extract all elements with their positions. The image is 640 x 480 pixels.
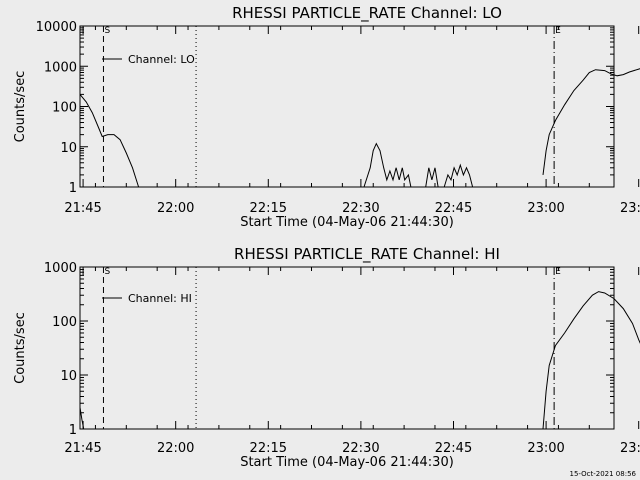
y-tick-label: 1	[69, 181, 77, 196]
x-tick-label: 23:15	[620, 201, 640, 216]
marker-label: E	[555, 267, 561, 277]
x-tick-label: 22:00	[157, 441, 194, 456]
plot-frame	[79, 266, 615, 430]
series-line	[425, 163, 474, 188]
x-tick-label: 22:45	[435, 441, 472, 456]
x-tick-label: 23:15	[620, 441, 640, 456]
legend-label: Channel: LO	[128, 53, 195, 66]
x-tick-label: 22:15	[250, 201, 287, 216]
x-tick-label: 22:15	[250, 441, 287, 456]
x-tick-label: 23:00	[527, 201, 564, 216]
y-tick-label: 10000	[36, 20, 77, 35]
marker-label: S	[104, 26, 110, 36]
y-tick-label: 1000	[44, 60, 77, 75]
y-tick-label: 10	[60, 141, 77, 156]
legend-label: Channel: HI	[128, 292, 192, 305]
y-tick-label: 100	[52, 101, 77, 116]
y-tick-label: 1000	[44, 261, 77, 276]
plot-frame	[79, 25, 615, 188]
x-tick-label: 22:00	[157, 201, 194, 216]
x-tick-label: 23:00	[527, 441, 564, 456]
chart-title: RHESSI PARTICLE_RATE Channel: LO	[232, 4, 502, 23]
y-tick-label: 100	[52, 315, 77, 330]
y-axis-label: Counts/sec	[13, 71, 28, 143]
y-axis-label: Counts/sec	[13, 312, 28, 384]
marker-label: S	[104, 267, 110, 277]
footer-timestamp: 15-Oct-2021 08:56	[570, 470, 637, 478]
marker-label: E	[555, 26, 561, 36]
series-line	[79, 94, 140, 188]
y-tick-label: 1	[69, 423, 77, 438]
x-tick-label: 21:45	[64, 441, 101, 456]
series-line	[79, 407, 85, 430]
x-tick-label: 22:30	[342, 441, 379, 456]
y-tick-label: 10	[60, 369, 77, 384]
x-axis-label: Start Time (04-May-06 21:44:30)	[240, 215, 454, 230]
series-line	[542, 68, 640, 175]
x-tick-label: 22:45	[435, 201, 472, 216]
chart-title: RHESSI PARTICLE_RATE Channel: HI	[234, 245, 500, 264]
x-axis-label: Start Time (04-May-06 21:44:30)	[240, 455, 454, 470]
series-line	[363, 142, 412, 188]
series-line	[542, 291, 640, 430]
x-tick-label: 22:30	[342, 201, 379, 216]
x-tick-label: 21:45	[64, 201, 101, 216]
chart-panel-lo: RHESSI PARTICLE_RATE Channel: LO Counts/s…	[13, 4, 640, 230]
chart-panel-hi: RHESSI PARTICLE_RATE Channel: HI Counts/s…	[13, 245, 640, 470]
